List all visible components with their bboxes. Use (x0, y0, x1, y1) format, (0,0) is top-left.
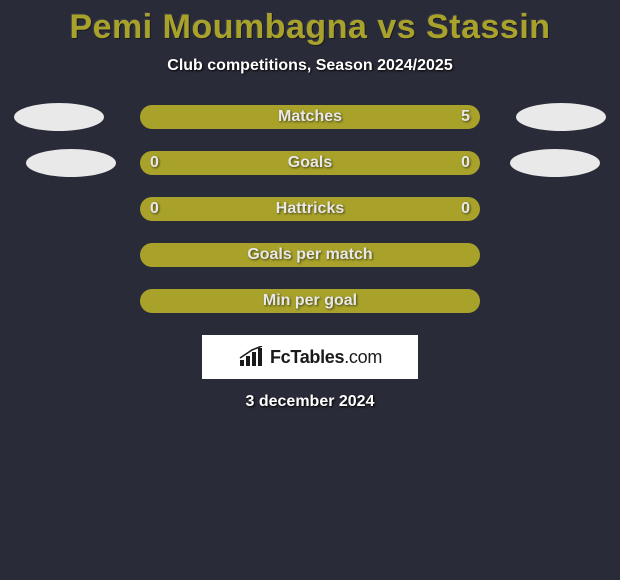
page-title: Pemi Moumbagna vs Stassin (0, 8, 620, 47)
stat-bar: Hattricks 0 0 (140, 197, 480, 221)
stat-value-left: 0 (150, 200, 159, 218)
stat-label: Hattricks (276, 200, 344, 218)
comparison-widget: Pemi Moumbagna vs Stassin Club competiti… (0, 0, 620, 411)
logo[interactable]: FcTables.com (202, 335, 418, 379)
player-marker-right (510, 149, 600, 177)
stat-bar: Goals 0 0 (140, 151, 480, 175)
player-marker-right (516, 103, 606, 131)
stat-bar: Matches 5 (140, 105, 480, 129)
stat-bar: Min per goal (140, 289, 480, 313)
stat-value-right: 0 (461, 154, 470, 172)
stat-row: Goals 0 0 (0, 151, 620, 175)
page-subtitle: Club competitions, Season 2024/2025 (0, 57, 620, 75)
stat-label: Matches (278, 108, 342, 126)
stat-label: Goals (288, 154, 332, 172)
stat-label: Goals per match (247, 246, 372, 264)
date-label: 3 december 2024 (0, 393, 620, 411)
player-marker-left (14, 103, 104, 131)
stat-row: Matches 5 (0, 105, 620, 129)
logo-domain: .com (344, 347, 382, 367)
logo-text: FcTables.com (270, 347, 382, 368)
stat-value-right: 5 (461, 108, 470, 126)
chart-icon (238, 346, 264, 368)
stat-value-right: 0 (461, 200, 470, 218)
stat-label: Min per goal (263, 292, 357, 310)
stat-row: Min per goal (0, 289, 620, 313)
stat-row: Hattricks 0 0 (0, 197, 620, 221)
player-marker-left (26, 149, 116, 177)
logo-brand: FcTables (270, 347, 344, 367)
stat-rows: Matches 5 Goals 0 0 Hattricks 0 0 Goals per matc… (0, 105, 620, 313)
stat-value-left: 0 (150, 154, 159, 172)
stat-row: Goals per match (0, 243, 620, 267)
stat-bar: Goals per match (140, 243, 480, 267)
